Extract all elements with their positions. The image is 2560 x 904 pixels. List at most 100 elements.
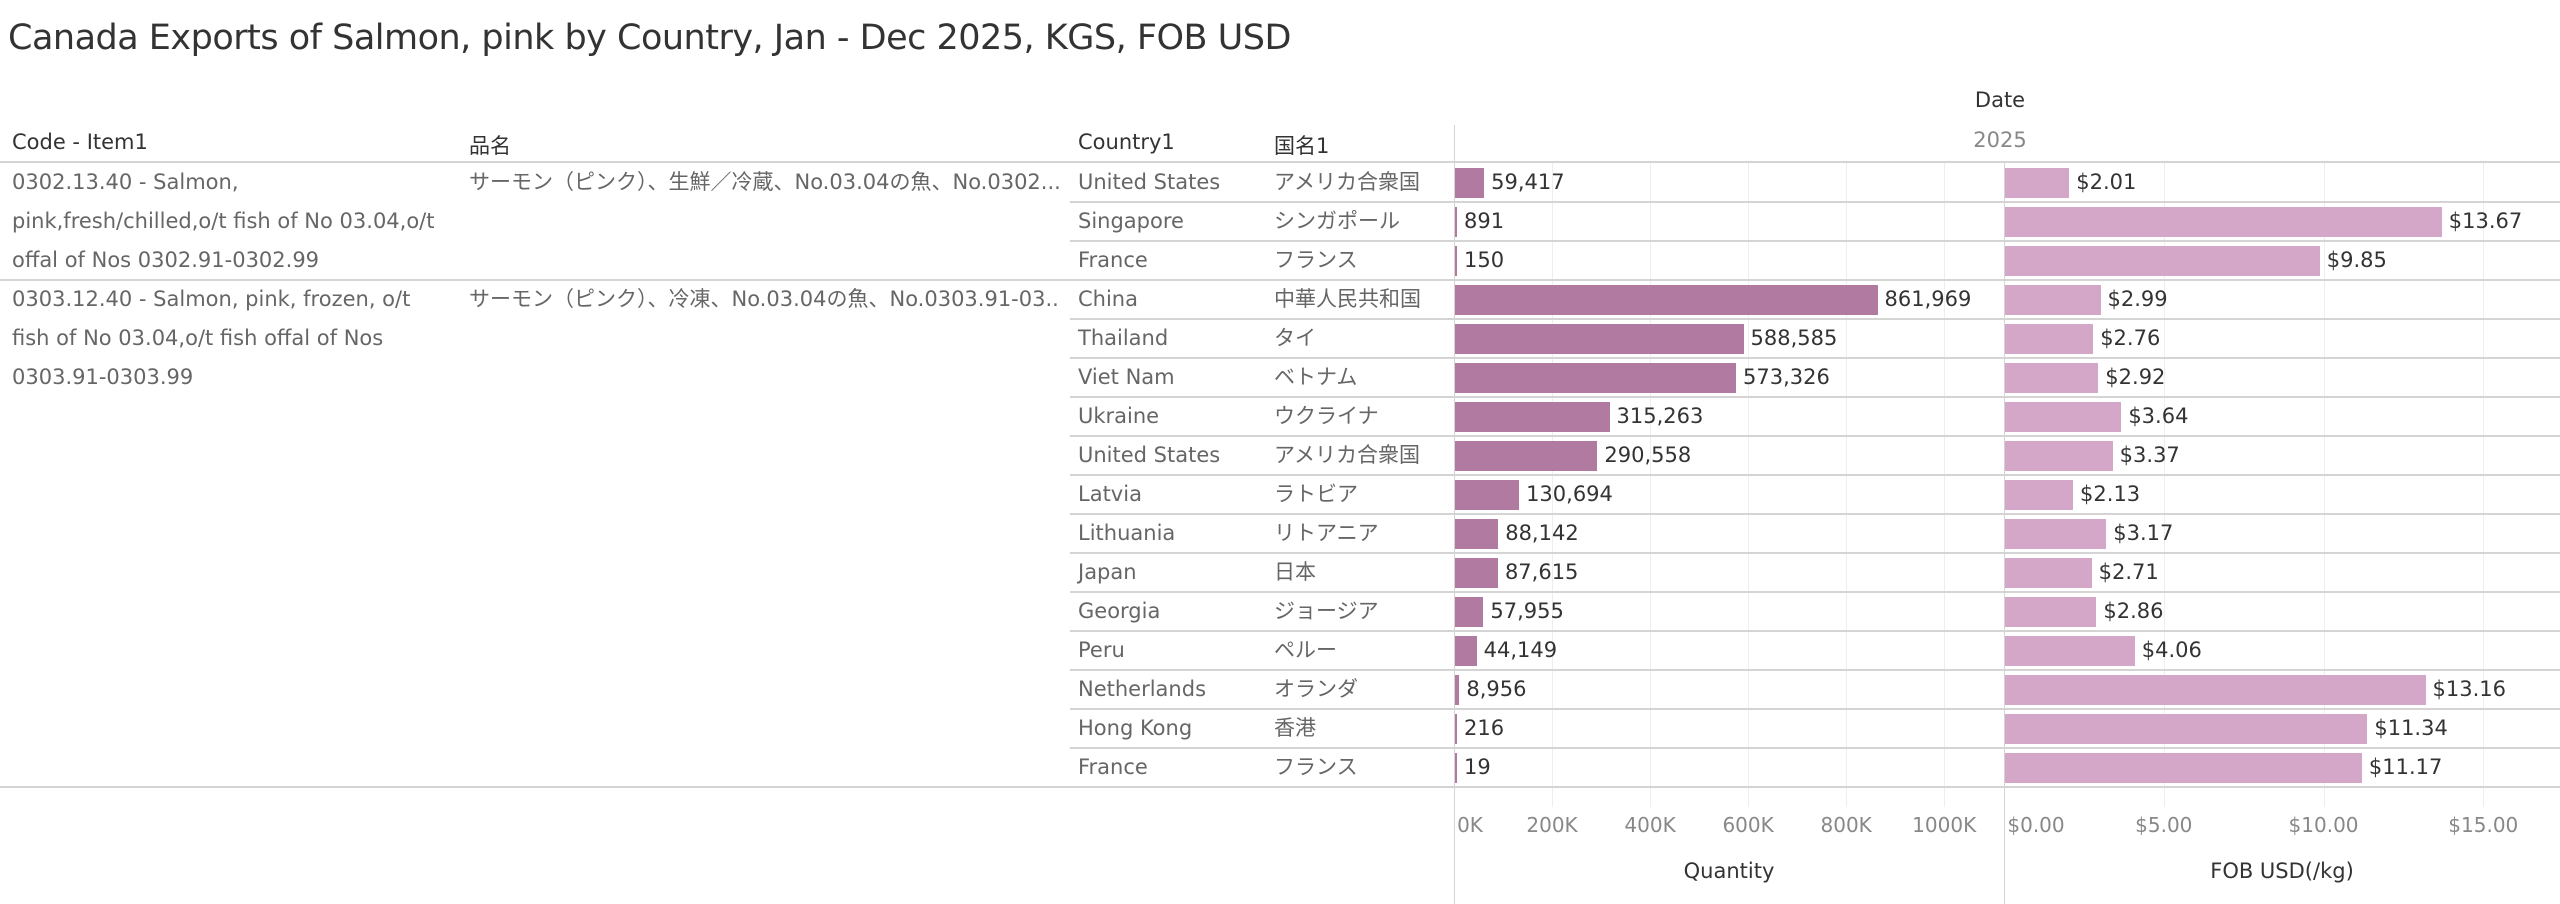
fob-label: $2.71: [2098, 560, 2159, 584]
quantity-label: 216: [1464, 716, 1505, 740]
quantity-label: 57,955: [1490, 599, 1564, 623]
country-name: China: [1078, 287, 1138, 311]
country-name: Lithuania: [1078, 521, 1176, 545]
fob-label: $11.17: [2368, 755, 2443, 779]
quantity-bar: [1455, 519, 1499, 549]
row-divider: [1070, 552, 2560, 554]
item-name-ja: サーモン（ピンク）、冷凍、No.03.04の魚、No.0303.91-03..: [469, 287, 1059, 311]
fob-bar: [2005, 675, 2426, 705]
quantity-tick-label: 0K: [1457, 813, 1483, 837]
fob-bar: [2005, 597, 2097, 627]
country-name-ja: ウクライナ: [1274, 404, 1379, 428]
fob-tick-label: $15.00: [2448, 813, 2519, 837]
country-name-ja: フランス: [1274, 755, 1358, 779]
country-name-ja: リトアニア: [1274, 521, 1379, 545]
quantity-bar: [1455, 363, 1737, 393]
country-name: Netherlands: [1078, 677, 1207, 701]
row-divider: [1070, 396, 2560, 398]
group-divider: [0, 786, 2560, 788]
quantity-label: 19: [1464, 755, 1491, 779]
quantity-bar: [1455, 714, 1457, 744]
quantity-gridline: [1846, 163, 1848, 807]
country-name: Thailand: [1078, 326, 1169, 350]
country-name: Latvia: [1078, 482, 1142, 506]
quantity-bar: [1455, 675, 1460, 705]
quantity-bar: [1455, 753, 1457, 783]
quantity-bar: [1455, 558, 1498, 588]
fob-label: $3.37: [2119, 443, 2180, 467]
fob-gridline: [2483, 163, 2485, 807]
country-name: Japan: [1078, 560, 1137, 584]
fob-gridline: [2163, 163, 2165, 807]
quantity-label: 8,956: [1466, 677, 1527, 701]
quantity-bar: [1455, 168, 1485, 198]
fob-label: $13.16: [2432, 677, 2506, 701]
fob-bar: [2005, 363, 2099, 393]
country-name-ja: 香港: [1274, 716, 1316, 740]
quantity-tick-label: 800K: [1820, 813, 1872, 837]
country-name-ja: シンガポール: [1274, 209, 1400, 233]
fob-label: $2.13: [2080, 482, 2141, 506]
quantity-bar: [1455, 597, 1484, 627]
row-divider: [1070, 201, 2560, 203]
quantity-label: 315,263: [1616, 404, 1704, 428]
quantity-tick-label: 1000K: [1912, 813, 1977, 837]
country-name-ja: タイ: [1274, 326, 1316, 350]
item-code: 0302.13.40 - Salmon, pink,fresh/chilled,…: [12, 170, 435, 272]
fob-tick-label: $5.00: [2135, 813, 2193, 837]
quantity-gridline: [1650, 163, 1652, 807]
fob-label: $2.92: [2105, 365, 2166, 389]
item-code: 0303.12.40 - Salmon, pink, frozen, o/t f…: [12, 287, 411, 389]
fob-bar: [2005, 636, 2135, 666]
country-name: Singapore: [1078, 209, 1184, 233]
quantity-tick-label: 200K: [1526, 813, 1578, 837]
fob-bar: [2005, 324, 2094, 354]
country-name: United States: [1078, 443, 1221, 467]
row-divider: [1070, 513, 2560, 515]
country-name: United States: [1078, 170, 1221, 194]
fob-bar: [2005, 714, 2368, 744]
fob-bar: [2005, 480, 2074, 510]
fob-label: $3.17: [2113, 521, 2174, 545]
fob-bar: [2005, 402, 2122, 432]
row-divider: [1070, 708, 2560, 710]
quantity-bar: [1455, 480, 1520, 510]
country-name: France: [1078, 248, 1148, 272]
country-name-ja: ペルー: [1274, 638, 1337, 662]
quantity-bar: [1455, 441, 1598, 471]
fob-bar: [2005, 246, 2320, 276]
country-name-ja: アメリカ合衆国: [1274, 170, 1420, 194]
fob-bar: [2005, 558, 2092, 588]
quantity-label: 59,417: [1491, 170, 1565, 194]
quantity-label: 44,149: [1483, 638, 1558, 662]
quantity-gridline: [1552, 163, 1554, 807]
country-name: Peru: [1078, 638, 1125, 662]
quantity-label: 87,615: [1504, 560, 1579, 584]
quantity-label: 130,694: [1526, 482, 1613, 506]
fob-label: $11.34: [2374, 716, 2448, 740]
fob-label: $3.64: [2128, 404, 2189, 428]
country-name: France: [1078, 755, 1148, 779]
fob-bar: [2005, 285, 2101, 315]
quantity-label: 88,142: [1505, 521, 1579, 545]
quantity-gridline: [1748, 163, 1750, 807]
country-name-ja: フランス: [1274, 248, 1358, 272]
fob-label: $2.99: [2107, 287, 2168, 311]
row-divider: [1070, 630, 2560, 632]
fob-label: $2.86: [2103, 599, 2164, 623]
country-name-ja: 日本: [1274, 560, 1316, 584]
quantity-label: 290,558: [1604, 443, 1692, 467]
row-divider: [1070, 357, 2560, 359]
header-divider: [0, 161, 2560, 163]
quantity-label: 573,326: [1743, 365, 1830, 389]
country-name-ja: 中華人民共和国: [1274, 287, 1421, 311]
fob-bar: [2005, 753, 2362, 783]
quantity-label: 150: [1464, 248, 1505, 272]
row-divider: [1070, 240, 2560, 242]
year-header: 2025: [1973, 128, 2027, 152]
quantity-label: 891: [1464, 209, 1505, 233]
country-name: Viet Nam: [1078, 365, 1175, 389]
fob-bar: [2005, 207, 2442, 237]
fob-label: $4.06: [2141, 638, 2202, 662]
fob-label: $13.67: [2448, 209, 2523, 233]
